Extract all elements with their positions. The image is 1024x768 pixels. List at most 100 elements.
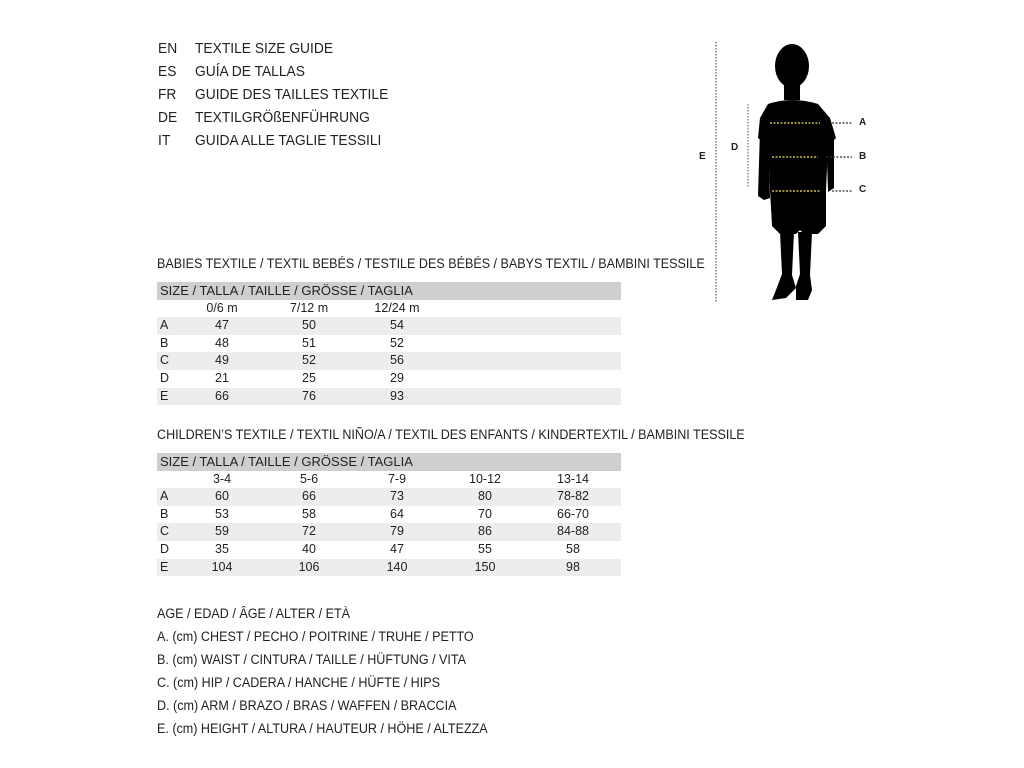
table-cell: 72 xyxy=(302,524,316,539)
table-cell: 73 xyxy=(390,489,404,504)
table-row: E 104 106 140 150 98 xyxy=(157,558,621,577)
table-cell: 80 xyxy=(478,489,492,504)
table-cell: 66 xyxy=(215,388,229,403)
legend-item: D. (cm) ARM / BRAZO / BRAS / WAFFEN / BR… xyxy=(157,698,457,713)
table-row: D 21 25 29 xyxy=(157,370,621,388)
table-row: A 60 66 73 80 78-82 xyxy=(157,488,621,506)
table-cell: 55 xyxy=(478,541,492,556)
table-cell: 59 xyxy=(215,524,229,539)
table-cell: 140 xyxy=(386,559,408,574)
guide-title: GUIDE DES TAILLES TEXTILE xyxy=(195,86,389,103)
column-header: 7/12 m xyxy=(289,300,329,315)
language-code: DE xyxy=(158,109,178,126)
table-cell: 21 xyxy=(215,370,229,385)
table-cell: 29 xyxy=(390,370,404,385)
guide-title: TEXTILGRÖßENFÜHRUNG xyxy=(195,109,370,126)
guide-title: GUÍA DE TALLAS xyxy=(195,63,305,80)
child-silhouette-figure xyxy=(715,42,852,302)
row-label: C xyxy=(160,524,170,539)
label-d: D xyxy=(731,142,739,153)
language-code: EN xyxy=(158,40,178,57)
table-row: B 53 58 64 70 66-70 xyxy=(157,506,621,524)
table-cell: 76 xyxy=(302,388,316,403)
table-row: E 66 76 93 xyxy=(157,387,621,406)
table-cell: 79 xyxy=(390,524,404,539)
label-a: A xyxy=(859,117,867,128)
table-cell: 150 xyxy=(474,559,496,574)
row-label: E xyxy=(160,388,169,403)
guide-title: GUIDA ALLE TAGLIE TESSILI xyxy=(195,132,382,149)
table-cell: 64 xyxy=(390,506,404,521)
table-cell: 84-88 xyxy=(557,524,589,539)
table-cell: 66 xyxy=(302,489,316,504)
babies-size-table: SIZE / TALLA / TAILLE / GRÖSSE / TAGLIA 0… xyxy=(157,282,621,406)
column-header: 3-4 xyxy=(212,471,232,486)
row-label: C xyxy=(160,353,170,368)
row-label: B xyxy=(160,335,169,350)
child-silhouette-icon xyxy=(758,44,836,300)
column-header: 10-12 xyxy=(469,471,501,486)
table-cell: 58 xyxy=(302,506,316,521)
column-header-row: 3-4 5-6 7-9 10-12 13-14 xyxy=(157,471,621,489)
legend-item: B. (cm) WAIST / CINTURA / TAILLE / HÜFTU… xyxy=(157,652,467,667)
language-code: ES xyxy=(158,63,177,80)
table-cell: 98 xyxy=(566,559,580,574)
row-label: B xyxy=(160,506,169,521)
legend-item: E. (cm) HEIGHT / ALTURA / HAUTEUR / HÖHE… xyxy=(157,721,488,736)
table-row: C 49 52 56 xyxy=(157,352,621,370)
table-cell: 51 xyxy=(302,335,316,350)
table-row: A 47 50 54 xyxy=(157,317,621,335)
table-cell: 54 xyxy=(390,318,404,333)
row-label: D xyxy=(160,370,170,385)
table-cell: 93 xyxy=(390,388,404,403)
legend-item: C. (cm) HIP / CADERA / HANCHE / HÜFTE / … xyxy=(157,675,440,690)
table-cell: 78-82 xyxy=(557,489,589,504)
table-cell: 52 xyxy=(390,335,404,350)
language-code: FR xyxy=(158,86,177,103)
table-cell: 25 xyxy=(302,370,316,385)
column-header: 0/6 m xyxy=(206,300,238,315)
table-row: C 59 72 79 86 84-88 xyxy=(157,523,621,541)
table-cell: 49 xyxy=(215,353,229,368)
column-header-row: 0/6 m 7/12 m 12/24 m xyxy=(157,300,621,318)
row-label: A xyxy=(160,489,169,504)
column-header: 13-14 xyxy=(557,471,589,486)
table-cell: 70 xyxy=(478,506,492,521)
column-header: 5-6 xyxy=(299,471,319,486)
children-size-table: SIZE / TALLA / TAILLE / GRÖSSE / TAGLIA 3… xyxy=(157,453,621,577)
label-c: C xyxy=(859,184,867,195)
table-cell: 47 xyxy=(215,318,229,333)
row-label: D xyxy=(160,541,170,556)
table-cell: 56 xyxy=(390,353,404,368)
table-cell: 104 xyxy=(211,559,233,574)
table-row: D 35 40 47 55 58 xyxy=(157,541,621,559)
table-cell: 48 xyxy=(215,335,229,350)
guide-title: TEXTILE SIZE GUIDE xyxy=(195,40,334,57)
row-label: E xyxy=(160,559,169,574)
table-cell: 60 xyxy=(215,489,229,504)
size-header: SIZE / TALLA / TAILLE / GRÖSSE / TAGLIA xyxy=(160,283,413,298)
label-b: B xyxy=(859,151,867,162)
column-header: 7-9 xyxy=(387,471,407,486)
language-code: IT xyxy=(158,132,171,149)
table-cell: 40 xyxy=(302,541,316,556)
table-cell: 52 xyxy=(302,353,316,368)
table-cell: 53 xyxy=(215,506,229,521)
children-heading: CHILDREN’S TEXTILE / TEXTIL NIÑO/A / TEX… xyxy=(157,427,745,442)
table-cell: 47 xyxy=(390,541,404,556)
table-row: B 48 51 52 xyxy=(157,335,621,353)
column-header: 12/24 m xyxy=(374,300,420,315)
table-cell: 86 xyxy=(478,524,492,539)
table-cell: 58 xyxy=(566,541,580,556)
table-cell: 35 xyxy=(215,541,229,556)
table-cell: 50 xyxy=(302,318,316,333)
size-header: SIZE / TALLA / TAILLE / GRÖSSE / TAGLIA xyxy=(160,454,413,469)
table-cell: 66-70 xyxy=(557,506,589,521)
table-cell: 106 xyxy=(298,559,320,574)
label-e: E xyxy=(699,151,706,162)
size-header-row: SIZE / TALLA / TAILLE / GRÖSSE / TAGLIA xyxy=(157,453,621,471)
size-header-row: SIZE / TALLA / TAILLE / GRÖSSE / TAGLIA xyxy=(157,282,621,300)
row-label: A xyxy=(160,318,169,333)
babies-heading: BABIES TEXTILE / TEXTIL BEBÉS / TESTILE … xyxy=(157,256,705,271)
